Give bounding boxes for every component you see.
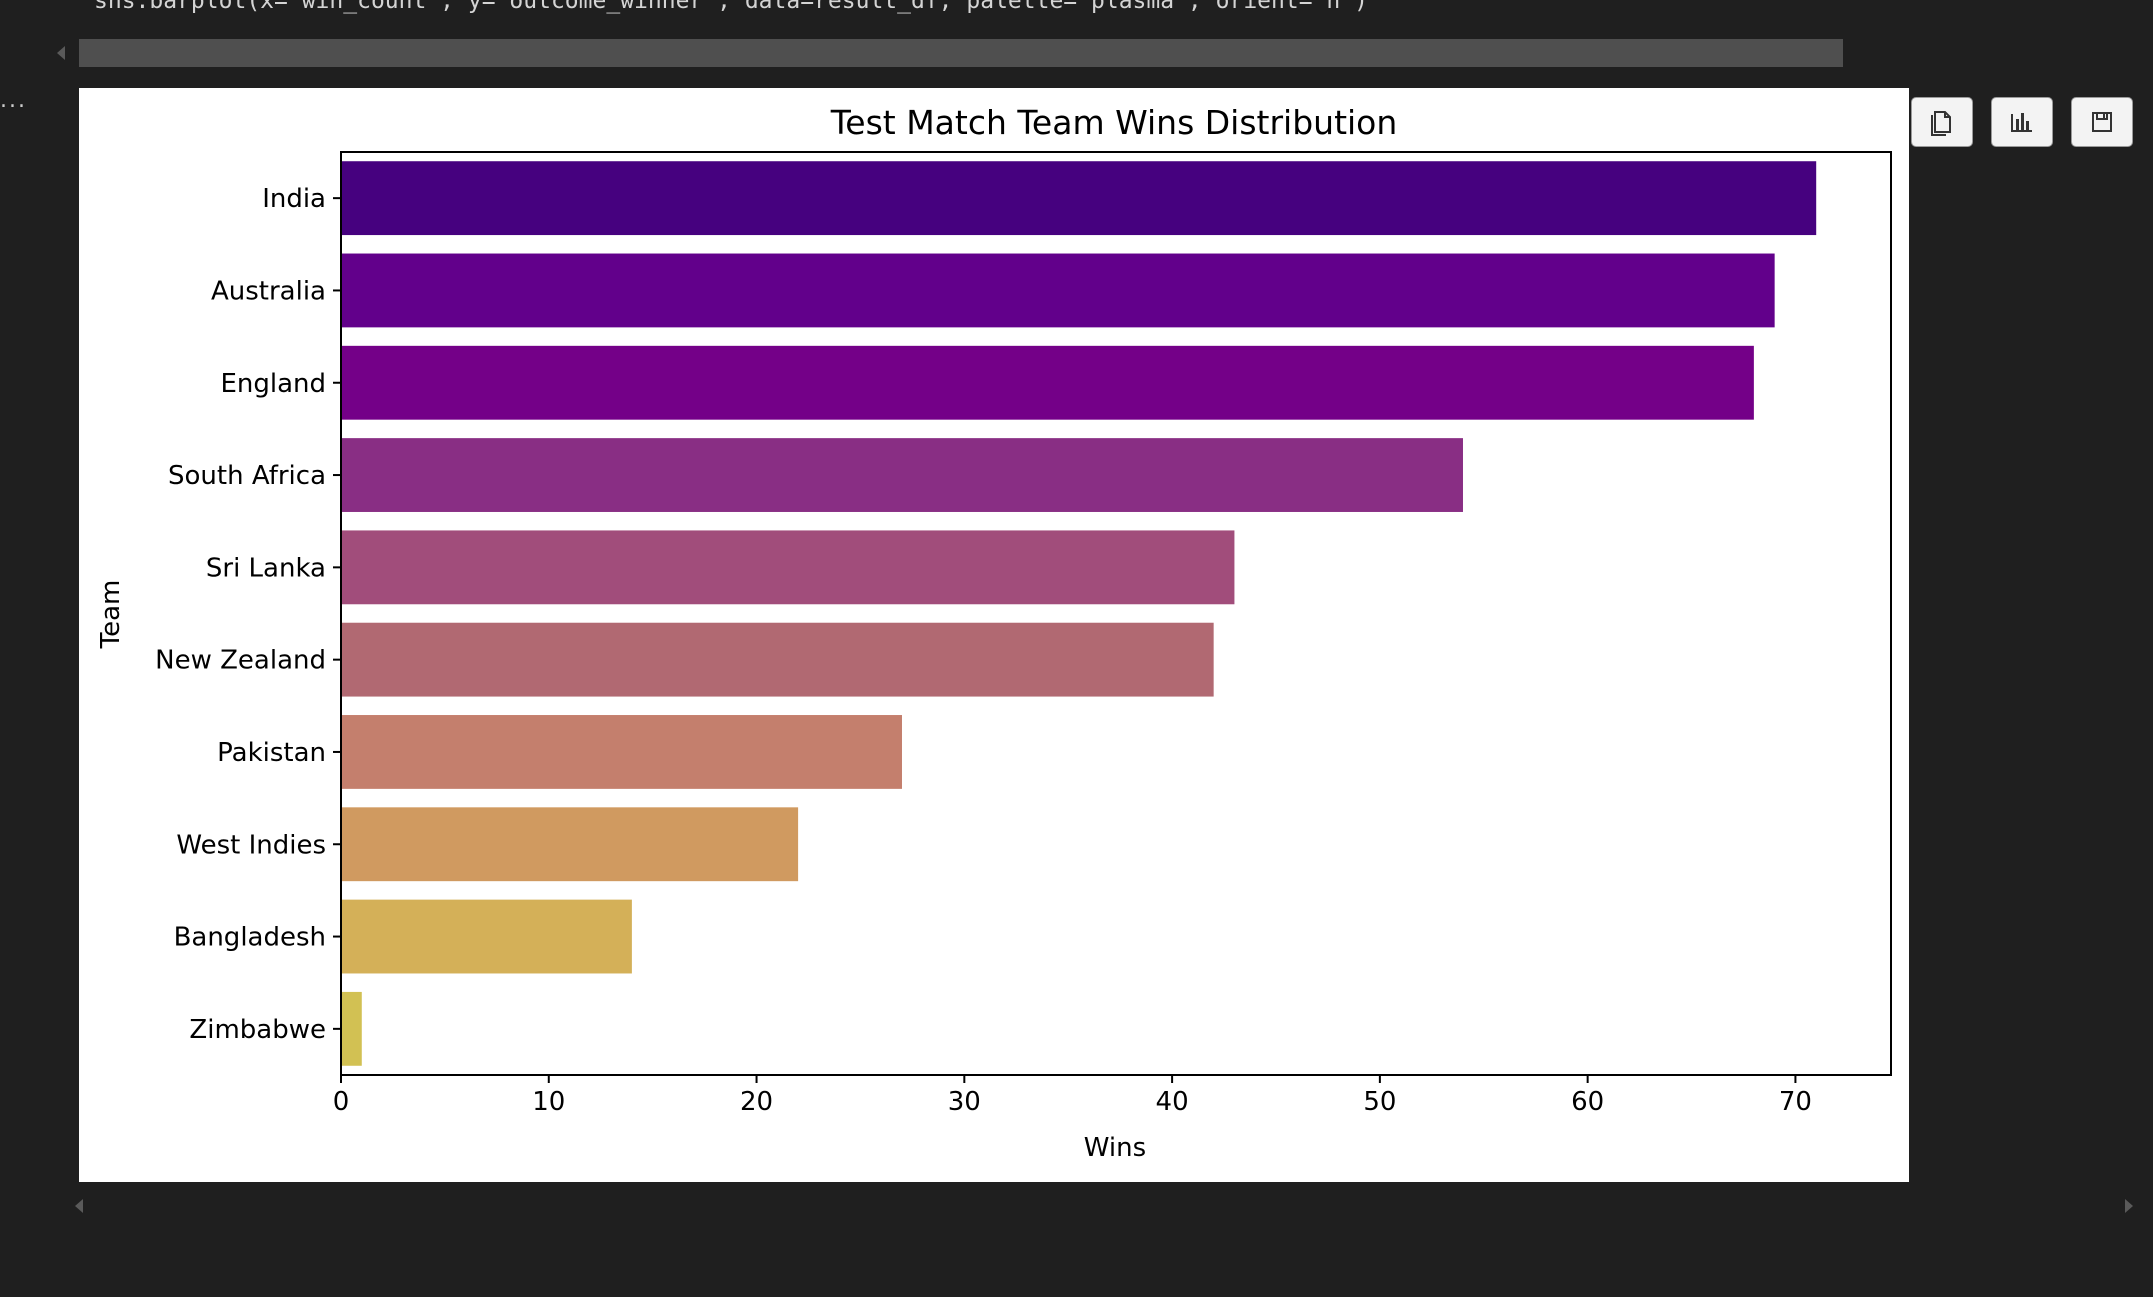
x-tick-label: 30 — [948, 1087, 981, 1117]
code-line[interactable]: sns.barplot(x='win_count', y='outcome_wi… — [94, 0, 1368, 14]
y-ticks-group: India Australia England South Africa Sri Lan… — [155, 184, 341, 1045]
y-tick-label: South Africa — [168, 461, 326, 491]
y-tick-label: New Zealand — [155, 646, 326, 676]
x-tick-label: 20 — [740, 1087, 773, 1117]
save-icon — [2092, 112, 2112, 132]
x-axis-label: Wins — [1084, 1133, 1146, 1163]
output-scroll-left-icon[interactable] — [75, 1199, 83, 1213]
bar-west-indies — [341, 807, 799, 882]
scroll-left-icon[interactable] — [57, 46, 65, 60]
bar-chart: Test Match Team Wins Distribution India A… — [96, 103, 1892, 1163]
x-tick-label: 40 — [1156, 1087, 1189, 1117]
chart-title: Test Match Team Wins Distribution — [830, 103, 1398, 142]
x-tick-label: 70 — [1779, 1087, 1812, 1117]
y-tick-label: West Indies — [176, 830, 326, 860]
bar-zimbabwe — [341, 991, 362, 1066]
bar-india — [341, 161, 1817, 236]
plot-frame — [340, 151, 1892, 1076]
x-tick-label: 60 — [1571, 1087, 1604, 1117]
x-tick-label: 0 — [333, 1087, 350, 1117]
bar-south-africa — [341, 438, 1463, 512]
y-tick-label: Zimbabwe — [189, 1015, 326, 1045]
scrollbar-thumb[interactable] — [79, 39, 1843, 67]
y-tick-label: India — [262, 184, 326, 214]
output-gutter-ellipsis[interactable]: ... — [0, 88, 27, 113]
chart-figure: Test Match Team Wins Distribution India A… — [79, 88, 1909, 1182]
copy-icon — [1931, 111, 1951, 136]
bar-new-zealand — [341, 622, 1214, 697]
y-tick-label: Bangladesh — [174, 923, 326, 953]
x-ticks-group: 0 10 20 30 40 50 60 70 — [333, 1075, 1812, 1117]
bar-sri-lanka — [341, 530, 1235, 605]
x-tick-label: 50 — [1363, 1087, 1396, 1117]
bar-chart-icon — [2011, 113, 2032, 132]
y-axis-label: Team — [96, 580, 126, 650]
copy-button[interactable] — [1911, 97, 1973, 147]
y-tick-label: Pakistan — [217, 738, 326, 768]
bars-group — [341, 161, 1817, 1066]
y-tick-label: England — [220, 369, 326, 399]
y-tick-label: Australia — [211, 276, 326, 306]
y-tick-label: Sri Lanka — [206, 553, 326, 583]
bar-pakistan — [341, 715, 902, 789]
output-scroll-right-icon[interactable] — [2125, 1199, 2133, 1213]
bar-bangladesh — [341, 899, 632, 974]
x-tick-label: 10 — [532, 1087, 565, 1117]
save-button[interactable] — [2071, 97, 2133, 147]
bar-england — [341, 345, 1754, 420]
chart-button[interactable] — [1991, 97, 2053, 147]
horizontal-scrollbar[interactable] — [79, 39, 1843, 67]
bar-australia — [341, 253, 1775, 328]
